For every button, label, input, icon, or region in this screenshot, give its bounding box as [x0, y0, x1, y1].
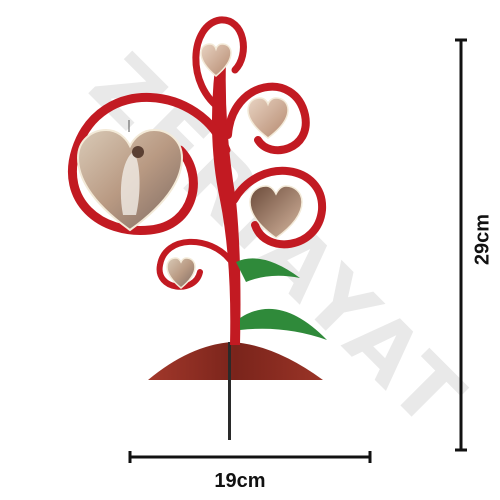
- width-dimension-line: [128, 451, 372, 463]
- tree-trunk: [211, 45, 241, 345]
- leaf-upper: [236, 258, 300, 282]
- top-branch-spiral: [192, 16, 247, 114]
- left-branch-spiral: [67, 93, 231, 235]
- tree-base: [148, 342, 323, 380]
- height-dimension-line: [455, 38, 467, 452]
- width-label: 19cm: [214, 470, 266, 492]
- height-label: 29cm: [471, 213, 494, 266]
- lower-left-spiral: [156, 238, 233, 290]
- heart-photo-large: [76, 128, 184, 232]
- right-upper-spiral: [224, 82, 310, 155]
- heart-photo-right-middle: [249, 185, 303, 239]
- support-leg: [228, 342, 231, 440]
- heart-photo-right-upper: [247, 97, 289, 139]
- leaf-lower: [240, 308, 327, 340]
- heart-photo-top: [200, 43, 232, 77]
- right-middle-spiral: [230, 166, 327, 249]
- heart-photo-small: [166, 257, 196, 289]
